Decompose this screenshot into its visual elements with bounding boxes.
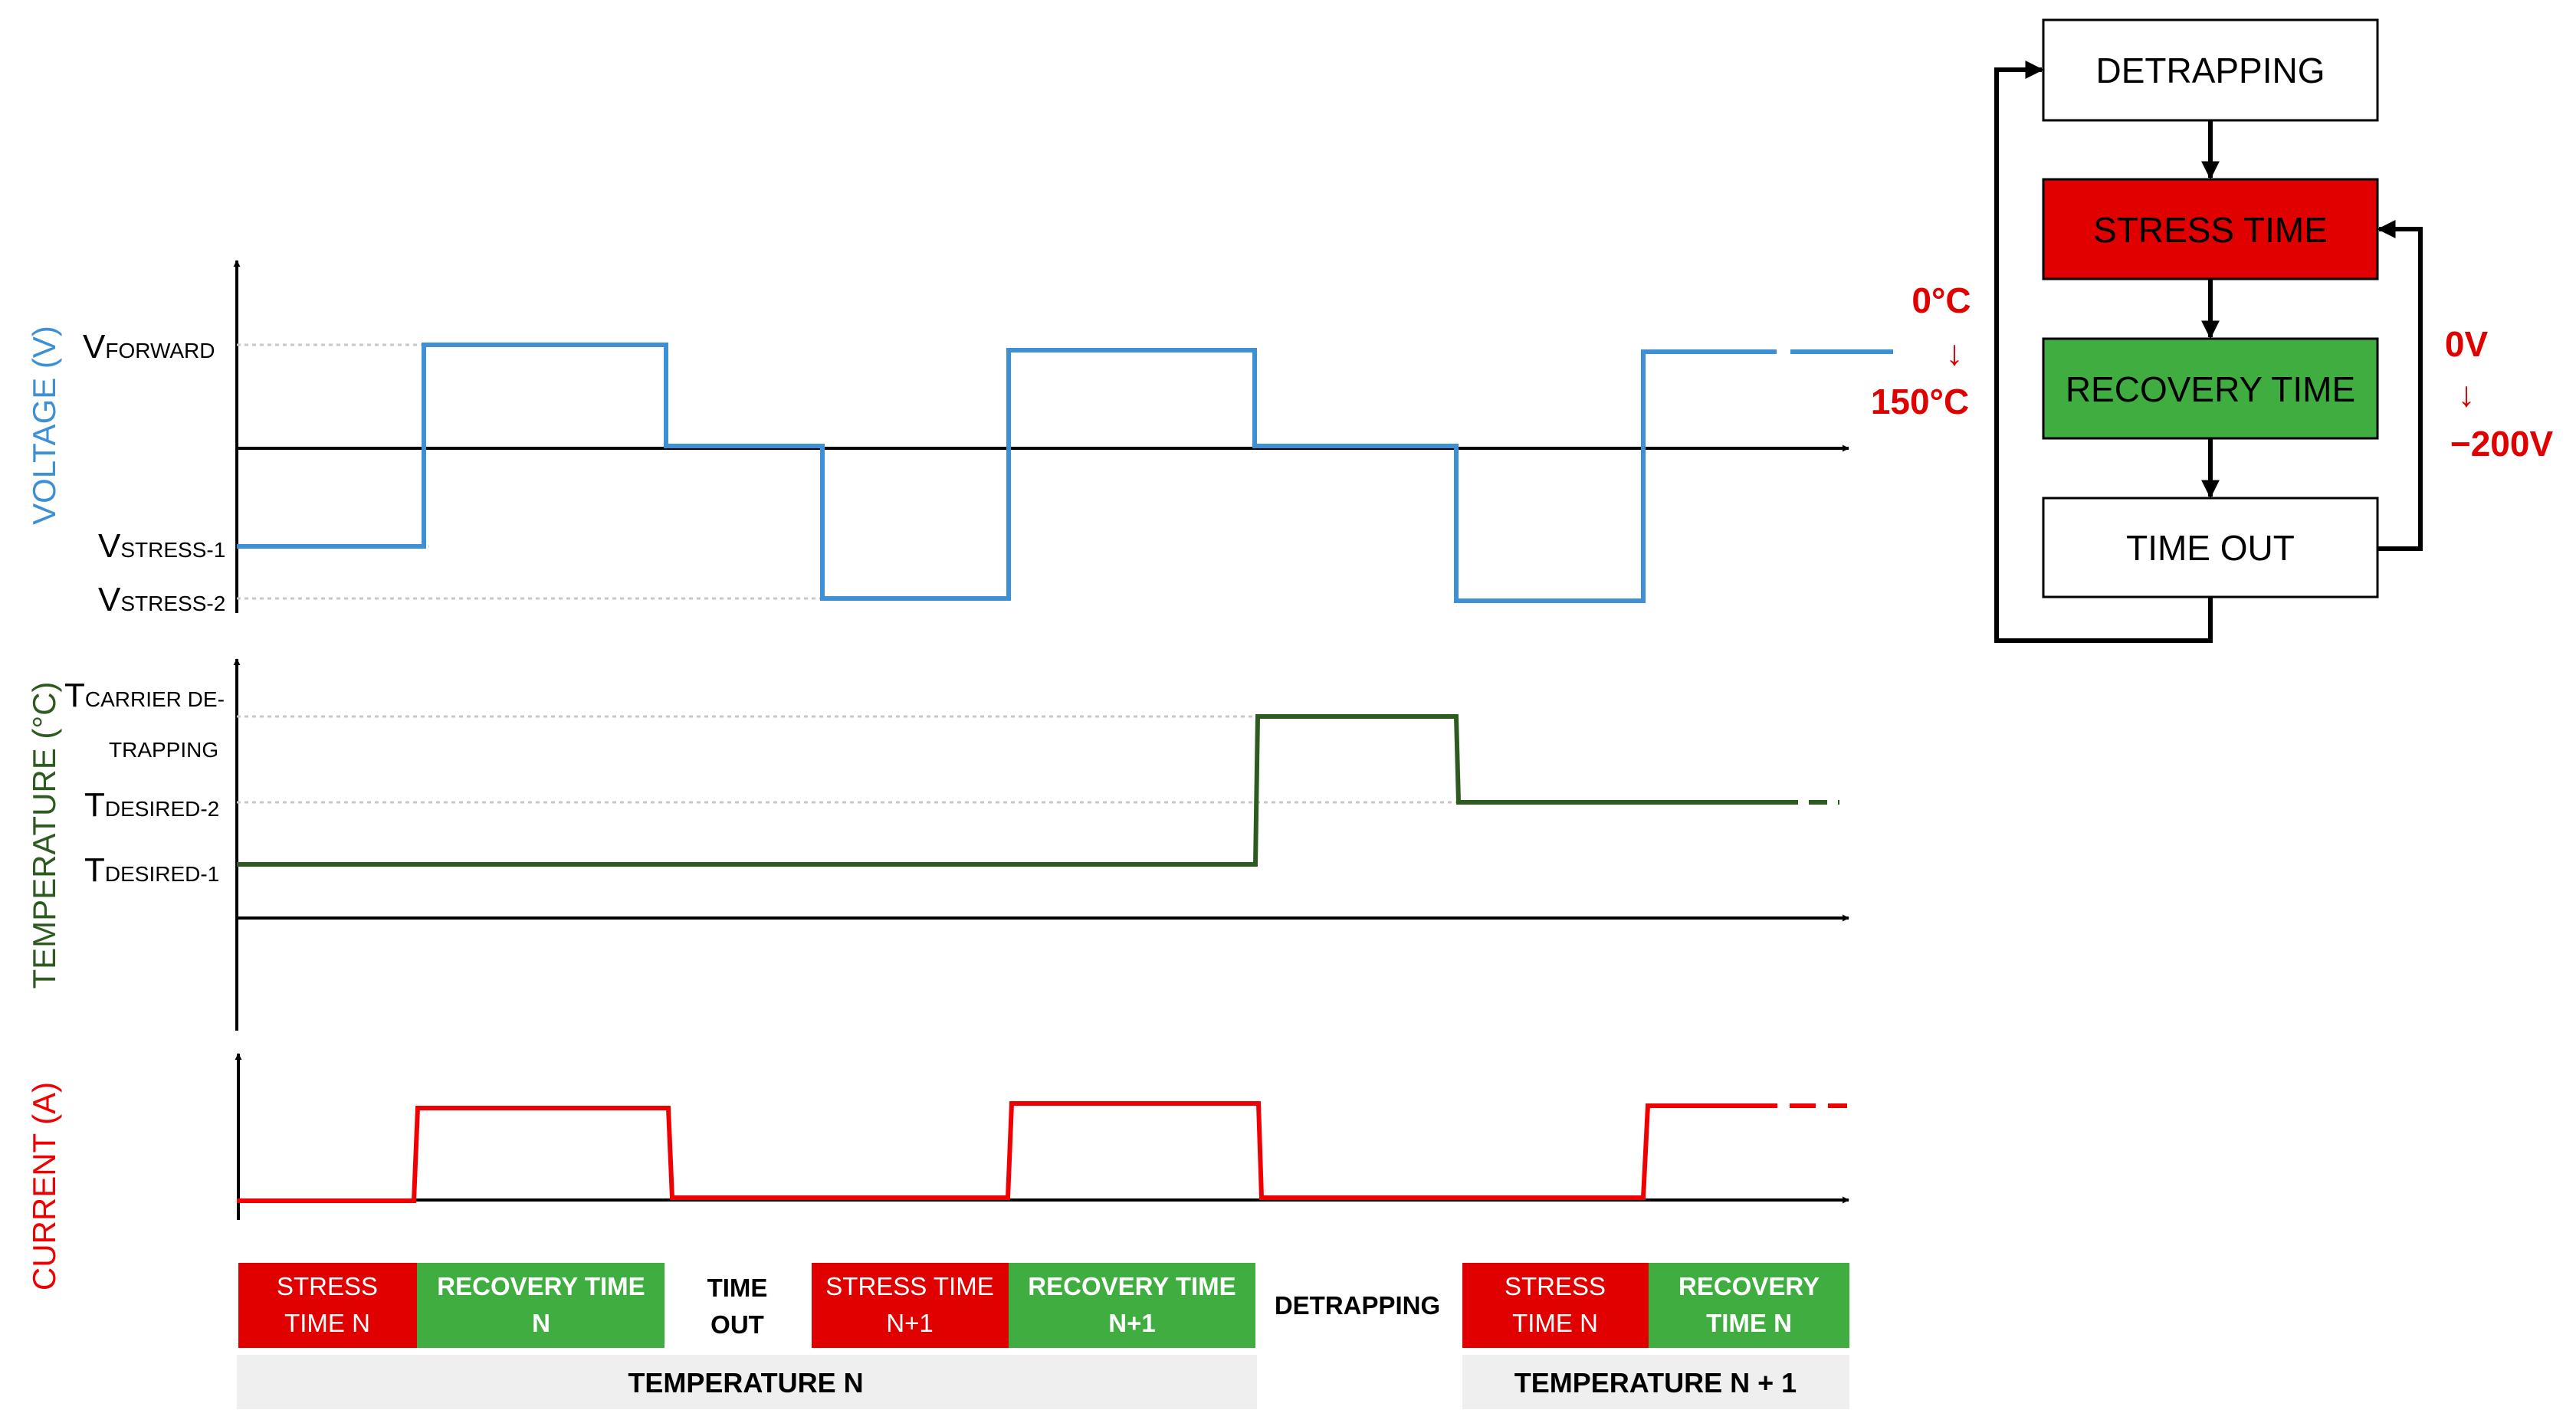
tdesired2-label: TDESIRED-2 [84,786,219,824]
temperature-panel: TEMPERATURE (°C) TCARRIER DE- TRAPPING T… [26,658,1849,1031]
tdetrap-label: TCARRIER DE- [64,677,225,714]
current-axis-title: CURRENT (A) [26,1082,62,1290]
phase-bar: STRESS TIME N RECOVERY TIME N TIME OUT S… [238,1263,1849,1348]
phase-stress-n-second: STRESS TIME N [1462,1263,1649,1348]
flow-box-detrapping: DETRAPPING [2042,18,2379,122]
vforward-label: VFORWARD [83,328,215,366]
svg-text:0V: 0V [2445,324,2489,364]
band-temperature-n-label: TEMPERATURE N [628,1367,863,1398]
flowchart: DETRAPPING STRESS TIME RECOVERY TIME TIM… [1871,18,2554,643]
phase-stress-n1: STRESS TIME N+1 [812,1263,1009,1348]
svg-text:STRESS TIME: STRESS TIME [2093,210,2328,250]
voltage-range-annotation: 0V ↓ −200V [2445,324,2554,464]
temperature-range-annotation: 0°C ↓ 150°C [1871,280,1971,421]
tdesired1-label: TDESIRED-1 [84,851,219,889]
svg-text:↓: ↓ [2458,374,2476,414]
flow-loop-to-stress [2377,220,2423,551]
current-panel: CURRENT (A) [26,1053,1849,1290]
phase-recovery-n1: RECOVERY TIME N+1 [1009,1263,1255,1348]
band-temperature-n1 [1462,1355,1849,1409]
svg-text:DETRAPPING: DETRAPPING [1275,1291,1440,1320]
band-temperature-n1-label: TEMPERATURE N + 1 [1514,1367,1797,1398]
voltage-axis-title: VOLTAGE (V) [26,326,62,525]
current-waveform [237,1101,1751,1203]
vstress2-label: VSTRESS-2 [98,581,225,618]
temperature-bands: TEMPERATURE N TEMPERATURE N + 1 [237,1355,1849,1409]
svg-text:STRESS: STRESS [277,1272,378,1300]
phase-stress-n: STRESS TIME N [238,1263,417,1348]
tdetrap-label-line2: TRAPPING [109,738,218,762]
svg-text:RECOVERY TIME: RECOVERY TIME [437,1272,645,1300]
flow-box-timeout: TIME OUT [2042,497,2379,598]
svg-text:TIME: TIME [707,1274,768,1302]
svg-text:150°C: 150°C [1871,382,1969,421]
voltage-panel: VOLTAGE (V) VFORWARD VSTRESS-1 VSTRESS-2 [26,260,1893,618]
flow-box-recovery: RECOVERY TIME [2042,337,2379,440]
temperature-axis-title: TEMPERATURE (°C) [26,681,62,989]
voltage-waveform [237,343,1749,603]
svg-text:TIME N: TIME N [284,1309,370,1337]
phase-time-out: TIME OUT [707,1274,768,1339]
svg-text:STRESS TIME: STRESS TIME [825,1272,993,1300]
svg-text:STRESS: STRESS [1505,1272,1606,1300]
phase-recovery-n-second: RECOVERY TIME N [1649,1263,1849,1348]
svg-text:TIME N: TIME N [1512,1309,1598,1337]
vstress1-label: VSTRESS-1 [98,527,225,565]
svg-text:TIME N: TIME N [1706,1309,1792,1337]
flow-loop-to-detrapping [1994,61,2213,643]
svg-text:RECOVERY: RECOVERY [1679,1272,1820,1300]
svg-text:−200V: −200V [2450,424,2554,464]
svg-text:N+1: N+1 [1108,1309,1155,1337]
svg-text:DETRAPPING: DETRAPPING [2095,51,2325,90]
phase-recovery-n: RECOVERY TIME N [417,1263,665,1348]
svg-text:N: N [532,1309,550,1337]
phase-detrapping: DETRAPPING [1275,1291,1440,1320]
band-temperature-n [237,1355,1257,1409]
svg-text:0°C: 0°C [1911,280,1971,320]
svg-text:↓: ↓ [1946,333,1964,372]
svg-text:N+1: N+1 [886,1309,933,1337]
svg-text:TIME OUT: TIME OUT [2126,528,2295,568]
svg-text:OUT: OUT [710,1310,764,1339]
flow-box-stress: STRESS TIME [2042,178,2379,280]
svg-text:RECOVERY TIME: RECOVERY TIME [2066,369,2355,409]
temperature-waveform [237,714,1780,867]
svg-text:RECOVERY TIME: RECOVERY TIME [1028,1272,1235,1300]
